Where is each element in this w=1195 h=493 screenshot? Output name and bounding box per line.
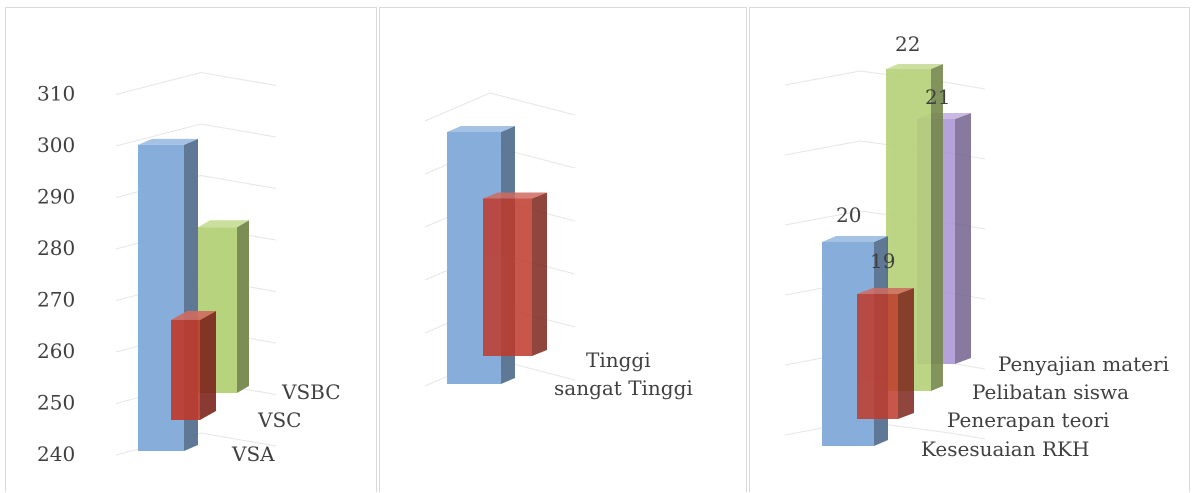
y-tick-label: 250 bbox=[37, 391, 75, 415]
bar-sangat-tinggi-front bbox=[483, 198, 532, 356]
bar-tinggi-top bbox=[447, 126, 515, 132]
category-label: VSBC bbox=[281, 380, 341, 404]
y-tick-label: 300 bbox=[37, 133, 75, 157]
bar-vsbc-side bbox=[237, 220, 249, 393]
y-tick-label: 270 bbox=[37, 288, 75, 312]
data-label: 19 bbox=[870, 249, 895, 273]
bar-0-top bbox=[822, 236, 888, 242]
bar-sangat-tinggi-top bbox=[483, 192, 547, 199]
bar-sangat-tinggi bbox=[483, 192, 547, 356]
y-tick-label: 240 bbox=[37, 442, 75, 466]
chart-2-svg: Tinggi sangat Tinggi bbox=[424, 92, 693, 400]
bar-1-top bbox=[857, 288, 914, 294]
category-label: Pelibatan siswa bbox=[972, 380, 1129, 404]
bar-vsbc-top bbox=[198, 220, 249, 228]
y-tick-label: 310 bbox=[37, 82, 75, 106]
chart-1-gridline-7 bbox=[115, 71, 277, 95]
bar-2-top bbox=[886, 64, 943, 69]
y-tick-label: 290 bbox=[37, 185, 75, 209]
data-label: 20 bbox=[836, 203, 861, 227]
bar-1-side bbox=[898, 288, 914, 419]
category-label: Penyajian materi bbox=[998, 352, 1169, 376]
y-tick-label: 260 bbox=[37, 339, 75, 363]
category-label: Kesesuaian RKH bbox=[921, 437, 1089, 461]
category-label: Penerapan teori bbox=[947, 408, 1109, 432]
chart-1-svg: 240 250 260 270 280 290 300 310 VSA VSC VSBC bbox=[37, 71, 341, 466]
bar-vsc-top bbox=[171, 310, 216, 320]
chart-panel-2: Tinggi sangat Tinggi bbox=[379, 7, 747, 492]
category-label: sangat Tinggi bbox=[554, 376, 693, 400]
chart-2-gridline-5 bbox=[424, 92, 576, 122]
bar-vsc-side bbox=[200, 310, 216, 420]
bar-3-side bbox=[955, 113, 971, 364]
chart-3-svg: 20 19 22 21 Kesesuaian RKH Penerapan teori Pel… bbox=[784, 32, 1169, 461]
bar-vsc bbox=[171, 310, 216, 420]
y-tick-label: 280 bbox=[37, 236, 75, 260]
chart-3-gridline-5 bbox=[784, 70, 986, 90]
chart-panel-3: 20 19 22 21 Kesesuaian RKH Penerapan teori Pel… bbox=[749, 7, 1190, 492]
chart-panel-1: 240 250 260 270 280 290 300 310 VSA VSC VSBC bbox=[5, 7, 377, 492]
category-label: VSA bbox=[231, 442, 275, 466]
data-label: 22 bbox=[895, 32, 920, 56]
bar-vsa-top bbox=[138, 138, 198, 145]
bar-1-front bbox=[857, 294, 898, 419]
category-label: VSC bbox=[257, 408, 301, 432]
bar-vsc-front bbox=[171, 319, 200, 420]
bar-2-side bbox=[931, 64, 943, 391]
data-label: 21 bbox=[925, 85, 950, 109]
category-label: Tinggi bbox=[586, 348, 651, 372]
bar-sangat-tinggi-side bbox=[532, 192, 547, 356]
bar-1 bbox=[857, 288, 914, 419]
chart-1-gridline-6 bbox=[115, 123, 277, 147]
